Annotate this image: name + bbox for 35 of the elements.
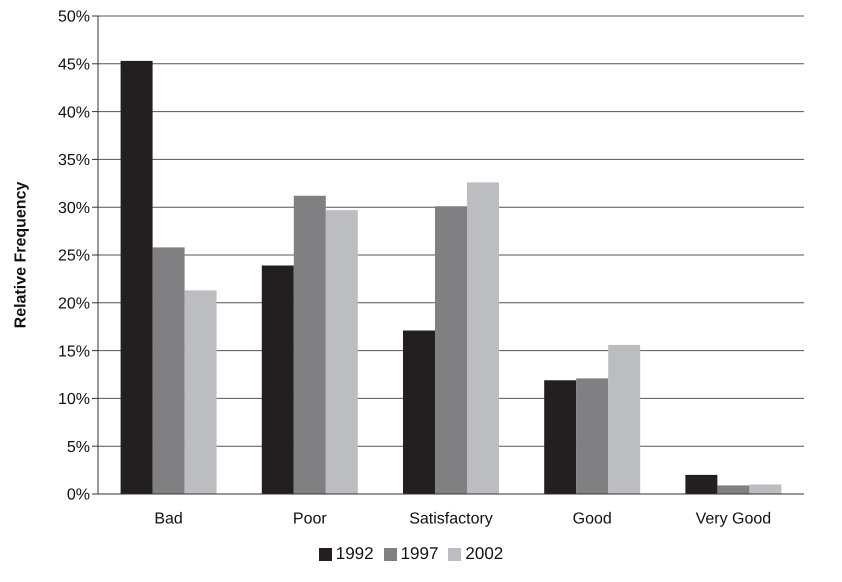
y-tick-label: 35% [58,152,90,170]
bar [184,290,217,494]
y-tick-label: 50% [58,8,90,26]
bar [294,196,326,494]
bar [434,206,467,494]
y-tick-label: 15% [58,343,90,360]
legend-label: 1992 [336,544,374,563]
bar [608,344,640,494]
bar [717,485,750,494]
y-tick-label: 25% [58,248,90,265]
x-tick-label: Poor [292,510,328,528]
bar [576,378,608,494]
bar [120,60,153,494]
y-tick-label: 10% [58,391,90,408]
y-tick-label: 5% [66,438,90,456]
y-axis-title: Relative Frequency [12,182,30,328]
legend-label: 2002 [465,544,504,563]
y-tick-label: 40% [58,104,90,122]
bar [466,182,499,494]
bar [685,474,718,494]
bar [544,380,576,494]
bar [262,266,294,494]
bar [152,247,185,494]
bar [749,484,782,494]
bar [402,330,435,494]
y-tick-label: 0% [66,486,90,504]
x-tick-label: Good [572,510,612,528]
x-tick-label: Bad [154,510,183,528]
y-tick-label: 20% [58,295,90,312]
bar [326,210,358,494]
legend-label: 1997 [400,544,438,563]
x-tick-label: Satisfactory [409,510,493,528]
y-tick-label: 30% [58,200,90,217]
x-tick-label: Very Good [696,510,772,528]
y-tick-label: 45% [58,56,90,74]
